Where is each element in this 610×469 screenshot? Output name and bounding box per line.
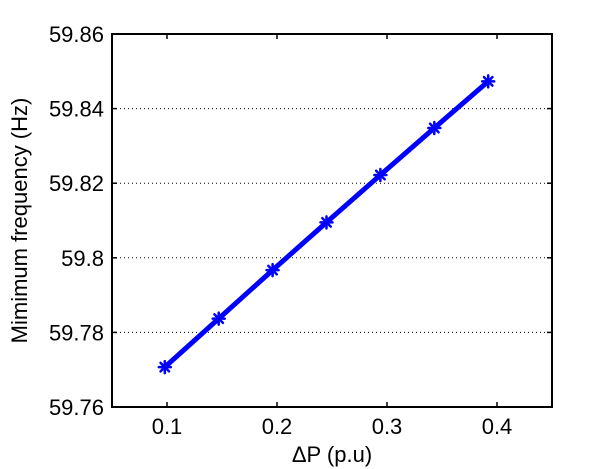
y-tick-label: 59.84 — [49, 97, 104, 122]
y-tick-label: 59.78 — [49, 320, 104, 345]
y-grid — [112, 108, 552, 333]
asterisk-marker-stroke — [482, 75, 494, 87]
asterisk-marker-stroke — [428, 122, 440, 134]
data-point — [211, 311, 226, 326]
series-layer — [157, 74, 496, 375]
x-tick-label: 0.2 — [262, 414, 293, 439]
data-point — [265, 262, 280, 278]
x-tick-labels: 0.1 0.2 0.3 0.4 — [152, 414, 513, 439]
y-tick-label: 59.76 — [49, 395, 104, 420]
plot-area-frame — [111, 33, 553, 408]
y-tick-labels: 59.76 59.78 59.8 59.82 59.84 59.86 — [49, 22, 104, 420]
asterisk-marker-stroke — [213, 313, 225, 325]
asterisk-marker-stroke — [321, 216, 332, 228]
data-point — [157, 359, 173, 375]
x-axis-label: ΔP (p.u) — [292, 442, 372, 467]
y-tick-label: 59.8 — [61, 246, 104, 271]
asterisk-marker-stroke — [267, 264, 279, 276]
asterisk-marker-stroke — [159, 361, 171, 373]
y-tick-label: 59.82 — [49, 171, 104, 196]
data-point — [480, 74, 496, 89]
x-tick-label: 0.1 — [152, 414, 183, 439]
data-point — [319, 215, 334, 230]
asterisk-marker-stroke — [374, 169, 386, 181]
x-tick-label: 0.3 — [372, 414, 403, 439]
x-tick-label: 0.4 — [482, 414, 513, 439]
data-point — [373, 167, 388, 183]
data-point — [427, 120, 442, 136]
y-axis-label: Mimimum frequency (Hz) — [7, 98, 32, 344]
y-tick-label: 59.86 — [49, 22, 104, 47]
